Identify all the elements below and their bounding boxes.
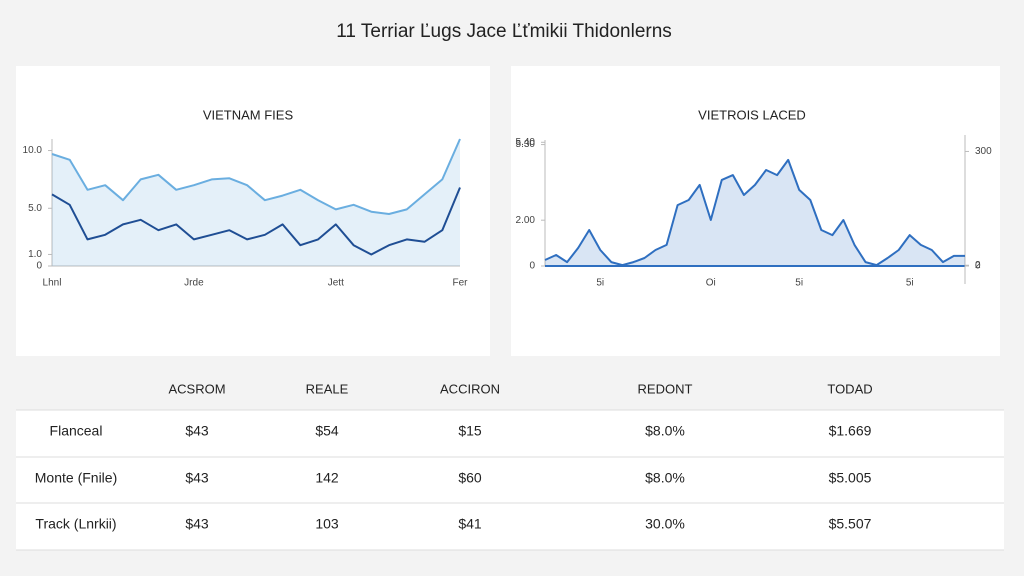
table-cell: $41 bbox=[458, 516, 482, 532]
table-cell: 103 bbox=[315, 516, 339, 532]
row-label: Monte (Fnile) bbox=[35, 470, 117, 486]
x-tick-label: Fer bbox=[453, 278, 469, 289]
x-tick-label: 5i bbox=[596, 278, 604, 289]
x-tick-label: Jrde bbox=[184, 278, 204, 289]
chart-title: VIETROIS LACED bbox=[698, 107, 806, 122]
y-tick-label: 2.00 bbox=[516, 215, 536, 226]
table-cell: $5.005 bbox=[829, 470, 872, 486]
table-cell: $43 bbox=[185, 423, 209, 439]
series-line bbox=[51, 138, 461, 215]
column-header: ACSROM bbox=[168, 381, 225, 396]
column-header: ACCIRON bbox=[440, 381, 500, 396]
y-tick-label: 0 bbox=[36, 261, 42, 272]
table-cell: $60 bbox=[458, 470, 482, 486]
table-cell: 30.0% bbox=[645, 516, 685, 532]
y2-tick-label: 300 bbox=[975, 146, 992, 157]
row-label: Track (Lnrkii) bbox=[35, 516, 116, 532]
table-cell: $54 bbox=[315, 423, 339, 439]
y2-tick-label: 0 bbox=[975, 261, 981, 272]
column-header: TODAD bbox=[827, 381, 872, 396]
table-cell: $8.0% bbox=[645, 470, 685, 486]
series-line bbox=[544, 158, 965, 267]
area bbox=[545, 159, 965, 266]
x-tick-label: Oi bbox=[706, 278, 716, 289]
chart-title: VIETNAM FIES bbox=[203, 107, 294, 122]
table-cell: $1.669 bbox=[829, 423, 872, 439]
y2-tick-label: 2 bbox=[975, 260, 981, 271]
x-tick-label: 5i bbox=[795, 278, 803, 289]
y-tick-label: 5.40 bbox=[516, 137, 536, 148]
series-line bbox=[51, 187, 461, 256]
table-panel bbox=[16, 410, 1004, 550]
left-panel bbox=[16, 66, 490, 356]
y-tick-label: 5.30 bbox=[516, 139, 536, 150]
column-header: REDONT bbox=[638, 381, 693, 396]
column-header: REALE bbox=[306, 381, 349, 396]
x-tick-label: Lhnl bbox=[43, 278, 62, 289]
table-cell: 142 bbox=[315, 470, 339, 486]
table-cell: $8.0% bbox=[645, 423, 685, 439]
table-cell: $5.507 bbox=[829, 516, 872, 532]
table-cell: $15 bbox=[458, 423, 482, 439]
x-tick-label: 5i bbox=[906, 278, 914, 289]
y-tick-label: 0 bbox=[529, 261, 535, 272]
y-tick-label: 5.0 bbox=[28, 203, 42, 214]
y-tick-label: 10.0 bbox=[23, 145, 43, 156]
x-tick-label: Jett bbox=[328, 278, 344, 289]
right-panel bbox=[511, 66, 1000, 356]
y-tick-label: 1.0 bbox=[28, 249, 42, 260]
page-title: 11 Terriar Ľugs Jace Ľťmikii Thidonlerns bbox=[336, 21, 672, 42]
table-cell: $43 bbox=[185, 470, 209, 486]
area bbox=[52, 139, 460, 266]
table-cell: $43 bbox=[185, 516, 209, 532]
row-label: Flanceal bbox=[50, 423, 103, 439]
